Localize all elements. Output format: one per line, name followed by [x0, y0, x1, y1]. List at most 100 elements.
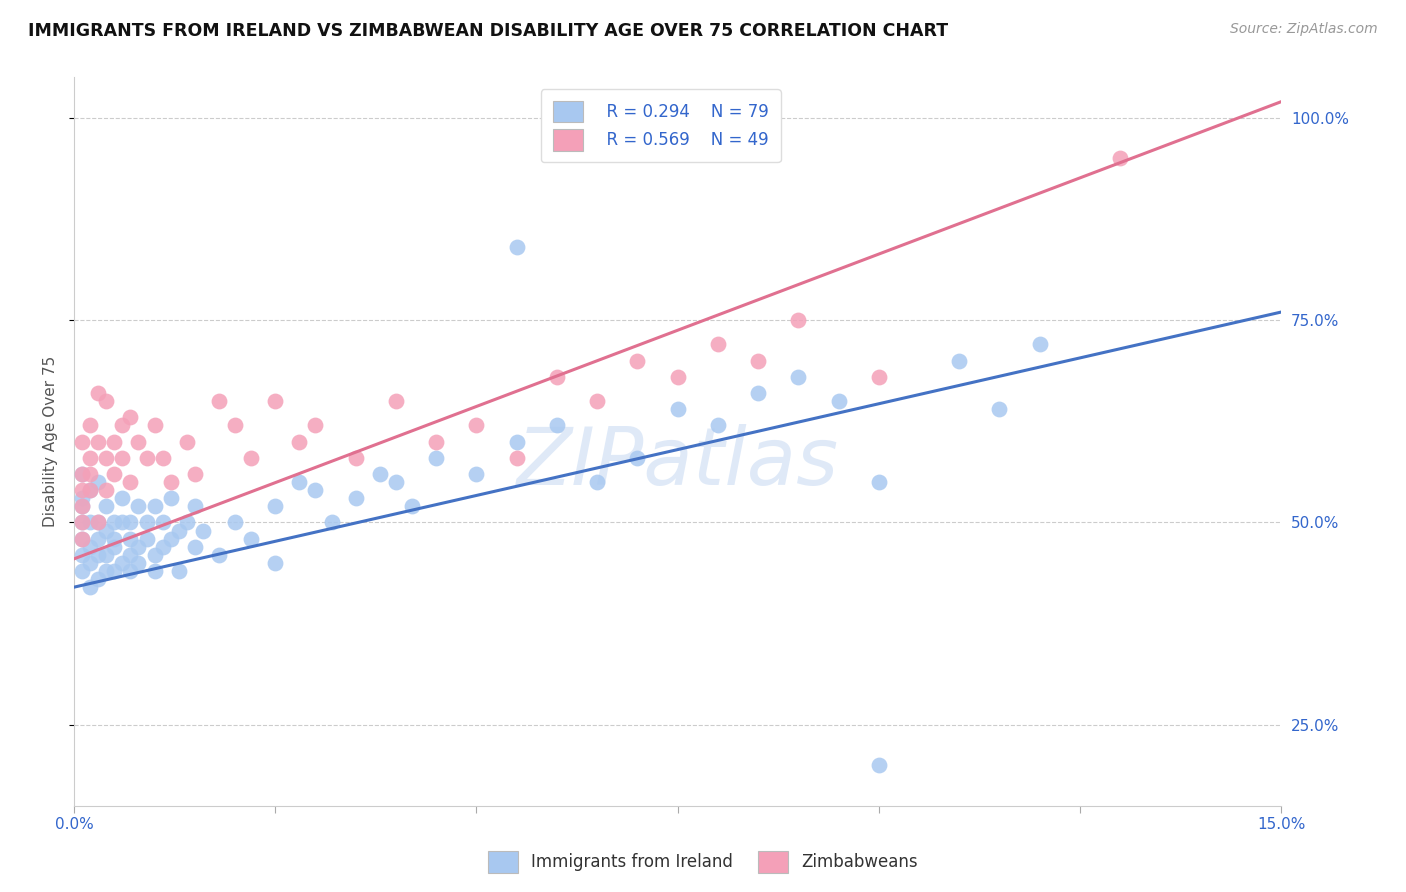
Point — [264, 500, 287, 514]
Point — [79, 483, 101, 497]
Point — [103, 532, 125, 546]
Point — [208, 548, 231, 562]
Point — [111, 491, 134, 505]
Point — [152, 516, 174, 530]
Text: IMMIGRANTS FROM IRELAND VS ZIMBABWEAN DISABILITY AGE OVER 75 CORRELATION CHART: IMMIGRANTS FROM IRELAND VS ZIMBABWEAN DI… — [28, 22, 948, 40]
Point — [787, 369, 810, 384]
Point — [191, 524, 214, 538]
Point — [224, 418, 246, 433]
Point — [96, 500, 118, 514]
Point — [127, 434, 149, 449]
Text: Source: ZipAtlas.com: Source: ZipAtlas.com — [1230, 22, 1378, 37]
Point — [96, 548, 118, 562]
Point — [240, 532, 263, 546]
Point — [87, 548, 110, 562]
Point — [344, 450, 367, 465]
Point — [111, 450, 134, 465]
Point — [70, 500, 93, 514]
Point — [208, 394, 231, 409]
Point — [135, 532, 157, 546]
Point — [586, 394, 609, 409]
Point — [425, 450, 447, 465]
Point — [143, 418, 166, 433]
Point — [79, 556, 101, 570]
Legend:   R = 0.294    N = 79,   R = 0.569    N = 49: R = 0.294 N = 79, R = 0.569 N = 49 — [541, 89, 780, 162]
Point — [546, 418, 568, 433]
Point — [184, 467, 207, 481]
Point — [103, 516, 125, 530]
Point — [666, 402, 689, 417]
Point — [1028, 337, 1050, 351]
Point — [79, 580, 101, 594]
Point — [103, 467, 125, 481]
Point — [152, 540, 174, 554]
Point — [111, 556, 134, 570]
Point — [505, 434, 527, 449]
Point — [127, 540, 149, 554]
Point — [70, 500, 93, 514]
Point — [79, 418, 101, 433]
Point — [87, 532, 110, 546]
Point — [79, 540, 101, 554]
Point — [103, 564, 125, 578]
Point — [70, 491, 93, 505]
Point — [586, 475, 609, 489]
Point — [79, 450, 101, 465]
Point — [96, 450, 118, 465]
Point — [120, 410, 142, 425]
Point — [79, 467, 101, 481]
Point — [465, 467, 488, 481]
Point — [120, 516, 142, 530]
Point — [240, 450, 263, 465]
Point — [385, 475, 408, 489]
Point — [264, 394, 287, 409]
Point — [70, 532, 93, 546]
Point — [868, 369, 890, 384]
Point — [79, 516, 101, 530]
Point — [87, 516, 110, 530]
Point — [948, 353, 970, 368]
Point — [96, 564, 118, 578]
Point — [176, 516, 198, 530]
Point — [87, 475, 110, 489]
Point — [707, 337, 730, 351]
Point — [264, 556, 287, 570]
Point — [288, 434, 311, 449]
Point — [304, 483, 326, 497]
Point — [70, 516, 93, 530]
Point — [401, 500, 423, 514]
Point — [626, 450, 648, 465]
Point — [827, 394, 849, 409]
Point — [368, 467, 391, 481]
Point — [167, 564, 190, 578]
Point — [120, 475, 142, 489]
Point — [184, 500, 207, 514]
Point — [70, 564, 93, 578]
Point — [127, 500, 149, 514]
Point — [120, 564, 142, 578]
Point — [184, 540, 207, 554]
Point — [747, 386, 769, 401]
Point — [787, 313, 810, 327]
Point — [127, 556, 149, 570]
Point — [87, 434, 110, 449]
Point — [304, 418, 326, 433]
Point — [868, 475, 890, 489]
Point — [70, 516, 93, 530]
Point — [167, 524, 190, 538]
Point — [321, 516, 343, 530]
Point — [152, 450, 174, 465]
Point — [707, 418, 730, 433]
Point — [159, 491, 181, 505]
Y-axis label: Disability Age Over 75: Disability Age Over 75 — [44, 356, 58, 527]
Point — [96, 394, 118, 409]
Point — [87, 572, 110, 586]
Point — [143, 500, 166, 514]
Point — [120, 532, 142, 546]
Point — [70, 483, 93, 497]
Point — [143, 548, 166, 562]
Point — [120, 548, 142, 562]
Point — [344, 491, 367, 505]
Point — [1109, 152, 1132, 166]
Point — [425, 434, 447, 449]
